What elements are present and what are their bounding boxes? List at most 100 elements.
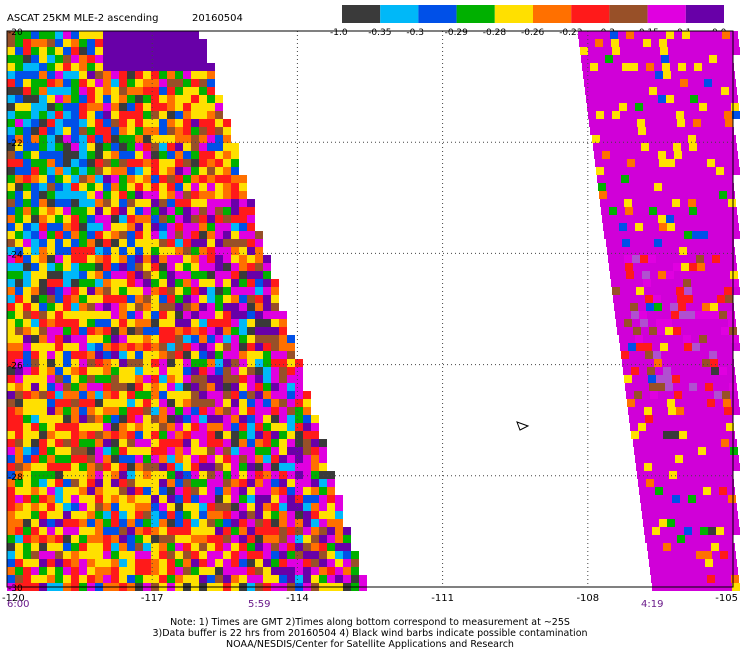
swath-cell [87,287,95,295]
swath-cell [47,455,55,463]
swath-cell [111,519,119,527]
swath-cell [327,559,335,567]
swath-cell [657,439,665,447]
swath-cell [167,127,175,135]
swath-cell [167,239,175,247]
swath-cell [670,239,678,247]
swath-cell [47,143,55,151]
swath-cell [295,551,303,559]
swath-cell [47,47,55,55]
swath-cell [625,327,633,335]
swath-cell [678,423,686,431]
swath-cell [247,535,255,543]
swath-cell [15,351,23,359]
swath-cell [119,463,127,471]
swath-cell [295,575,303,583]
swath-cell [175,559,183,567]
swath-cell [223,455,231,463]
swath-cell [608,255,616,263]
swath-cell [287,367,295,375]
swath-cell [143,183,151,191]
swath-cell [23,439,31,447]
swath-cell [103,351,111,359]
swath-cell [665,143,673,151]
swath-cell [87,127,95,135]
swath-cell [39,343,47,351]
swath-cell [303,503,311,511]
swath-cell [151,351,159,359]
swath-cell [183,407,191,415]
swath-cell [611,159,619,167]
swath-cell [95,303,103,311]
swath-cell [681,559,689,567]
swath-cell [637,175,645,183]
swath-cell [239,191,247,199]
swath-cell [247,199,255,207]
swath-cell [612,167,620,175]
swath-cell [95,351,103,359]
swath-cell [247,439,255,447]
swath-cell [638,127,646,135]
swath-cell [135,247,143,255]
swath-cell [31,319,39,327]
swath-cell [287,575,295,583]
swath-cell [255,575,263,583]
swath-cell [127,111,135,119]
swath-cell [255,287,263,295]
swath-cell [103,431,111,439]
swath-cell [648,375,656,383]
swath-cell [311,455,319,463]
swath-cell [589,55,597,63]
swath-cell [119,39,127,47]
swath-cell [95,415,103,423]
swath-cell [683,39,691,47]
swath-cell [676,463,684,471]
swath-cell [207,207,215,215]
swath-cell [111,343,119,351]
swath-cell [31,455,39,463]
swath-cell [87,183,95,191]
swath-cell [603,39,611,47]
swath-cell [23,191,31,199]
swath-cell [79,295,87,303]
swath-cell [207,535,215,543]
swath-cell [199,255,207,263]
swath-cell [215,399,223,407]
swath-cell [119,151,127,159]
swath-cell [103,223,111,231]
swath-cell [223,343,231,351]
swath-cell [700,343,708,351]
swath-cell [23,543,31,551]
swath-cell [119,343,127,351]
swath-cell [47,103,55,111]
swath-cell [183,351,191,359]
swath-cell [103,191,111,199]
swath-cell [127,535,135,543]
swath-cell [167,47,175,55]
swath-cell [231,255,239,263]
swath-cell [263,375,271,383]
swath-cell [207,343,215,351]
swath-cell [87,447,95,455]
swath-cell [31,191,39,199]
swath-cell [714,215,722,223]
swath-cell [79,559,87,567]
swath-cell [639,311,647,319]
swath-cell [39,271,47,279]
swath-cell [726,183,734,191]
swath-cell [247,231,255,239]
swath-cell [692,407,700,415]
swath-cell [279,399,287,407]
swath-cell [47,415,55,423]
swath-cell [151,479,159,487]
swath-cell [255,399,263,407]
swath-cell [7,127,15,135]
swath-cell [103,127,111,135]
swath-cell [622,239,630,247]
swath-cell [668,407,676,415]
swath-cell [710,183,718,191]
swath-cell [207,103,215,111]
swath-cell [127,455,135,463]
swath-cell [111,455,119,463]
swath-cell [263,559,271,567]
